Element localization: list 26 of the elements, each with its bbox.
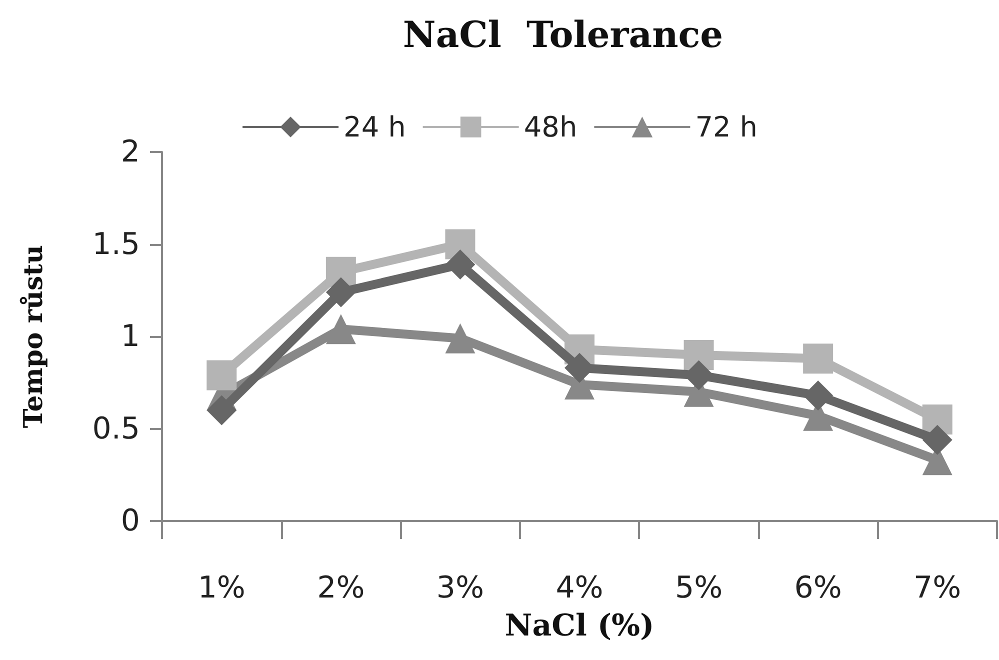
- point: [922, 424, 952, 455]
- x-tick-label: 4%: [556, 570, 604, 606]
- y-tick-label: 1: [120, 319, 140, 354]
- y-axis-title: Tempo růstu: [19, 244, 49, 428]
- legend-label: 72 h: [695, 110, 758, 144]
- point: [326, 314, 356, 344]
- point: [206, 360, 237, 390]
- x-tick-label: 6%: [794, 570, 842, 606]
- legend-label: 48h: [524, 110, 578, 144]
- point: [206, 395, 237, 426]
- x-tick-label: 5%: [674, 570, 723, 606]
- x-tick-label: 3%: [436, 570, 484, 606]
- x-axis-title: NaCl (%): [504, 608, 654, 644]
- x-tick-label: 7%: [914, 570, 962, 606]
- x-tick-label: 2%: [317, 570, 365, 606]
- point: [445, 323, 476, 354]
- chart-title: NaCl Tolerance: [402, 14, 724, 56]
- x-tick-label: 1%: [198, 570, 246, 606]
- y-tick-label: 2: [120, 134, 140, 170]
- legend-label: 24 h: [344, 110, 406, 144]
- y-tick-label: 0: [120, 504, 140, 538]
- point: [803, 344, 834, 374]
- y-tick-label: 0.5: [92, 411, 140, 446]
- y-tick-label: 1.5: [92, 226, 140, 262]
- point: [445, 250, 476, 280]
- point: [326, 277, 356, 308]
